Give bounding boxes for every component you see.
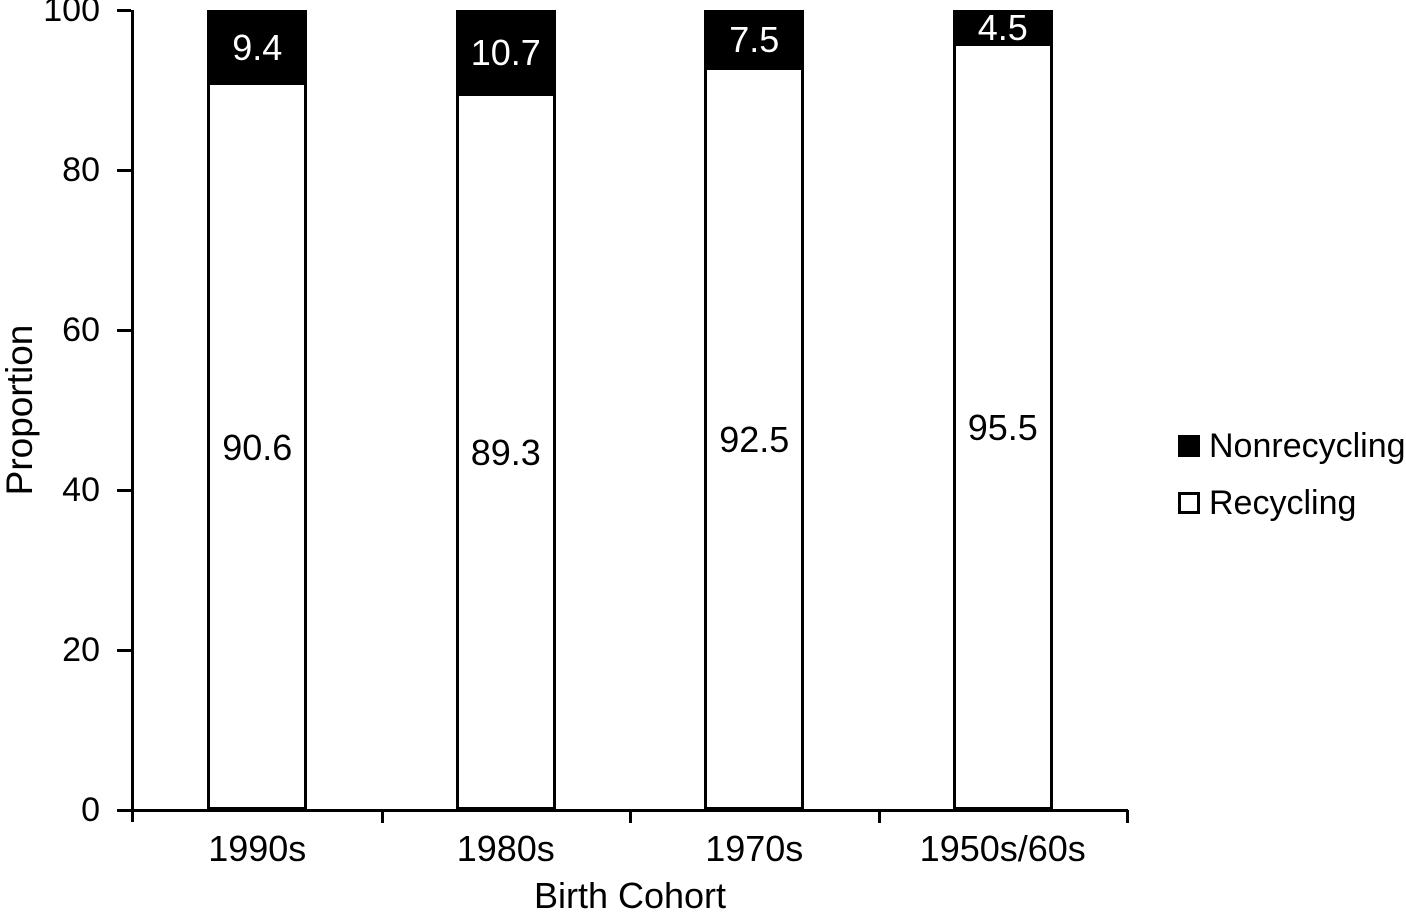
bar-value-recycling: 89.3 — [470, 431, 541, 473]
bar-value-recycling: 92.5 — [719, 419, 790, 460]
bar-value-nonrecycling: 10.7 — [470, 31, 541, 73]
y-tick-label: 0 — [81, 791, 100, 829]
bar-segment-nonrecycling — [955, 13, 1050, 46]
bar-1990s — [207, 10, 308, 810]
bar-segment-nonrecycling — [210, 13, 305, 86]
x-tick-label: 1950s/60s — [919, 828, 1086, 869]
bar-segment-nonrecycling — [458, 13, 553, 96]
y-tick — [117, 489, 131, 492]
bar-value-recycling: 95.5 — [967, 407, 1038, 448]
legend-item-recycling: Recycling — [1178, 484, 1406, 522]
y-tick-label: 20 — [62, 631, 100, 669]
y-tick — [117, 329, 131, 332]
legend-item-nonrecycling: Nonrecycling — [1178, 427, 1406, 465]
y-tick-label: 100 — [43, 0, 100, 29]
recycling-swatch-icon — [1178, 492, 1200, 514]
bar-1970s — [704, 10, 805, 810]
bar-value-nonrecycling: 7.5 — [729, 19, 780, 60]
x-tick — [629, 810, 632, 823]
x-tick — [877, 810, 881, 823]
x-axis-title: Birth Cohort — [533, 875, 727, 916]
legend: Nonrecycling Recycling — [1178, 427, 1406, 549]
legend-label-nonrecycling: Nonrecycling — [1209, 427, 1406, 465]
y-tick — [117, 169, 131, 172]
bar-1980s — [455, 10, 556, 810]
bar-segment-nonrecycling — [707, 13, 802, 70]
x-tick-label: 1980s — [456, 828, 555, 869]
y-tick-label: 60 — [62, 311, 100, 349]
y-tick — [117, 9, 131, 12]
x-tick — [380, 810, 384, 823]
x-tick — [1126, 810, 1129, 823]
bar-1950s/60s — [952, 10, 1053, 810]
x-tick-label: 1970s — [705, 828, 804, 869]
x-tick-label: 1990s — [208, 828, 307, 869]
y-tick-label: 80 — [62, 151, 100, 189]
nonrecycling-swatch-icon — [1178, 435, 1200, 457]
bar-value-nonrecycling: 4.5 — [977, 7, 1028, 48]
legend-label-recycling: Recycling — [1209, 484, 1357, 522]
bar-value-recycling: 90.6 — [222, 426, 293, 468]
y-tick — [117, 649, 131, 652]
y-tick-label: 40 — [62, 471, 100, 509]
bar-value-nonrecycling: 9.4 — [232, 26, 283, 68]
y-axis-line — [131, 10, 134, 822]
y-tick — [117, 809, 131, 812]
